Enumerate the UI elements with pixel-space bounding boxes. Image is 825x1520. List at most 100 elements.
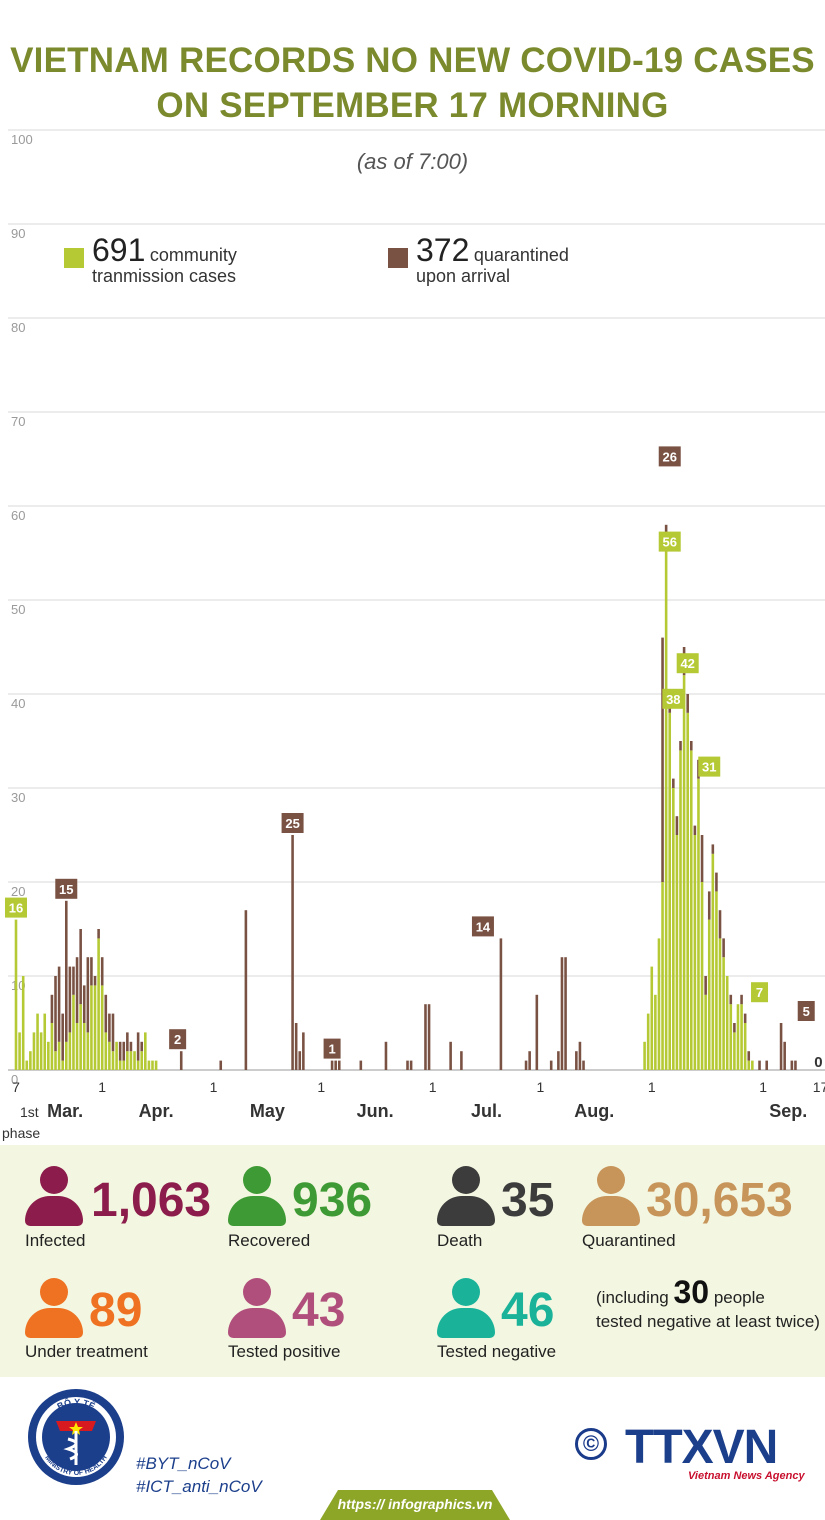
annotation-label-10: 31: [702, 760, 716, 775]
bar-arrival-21: [90, 957, 93, 986]
annotation-label-4: 1: [328, 1042, 335, 1057]
bar-arrival-109: [406, 1060, 409, 1070]
bar-arrival-156: [575, 1051, 578, 1070]
annotation-box-2: [169, 1029, 187, 1050]
annotation-label-12: 5: [803, 1004, 810, 1019]
bar-community-199: [729, 1004, 733, 1070]
bar-arrival-124: [460, 1051, 463, 1070]
y-tick-label-10: 10: [11, 978, 25, 993]
bar-arrival-35: [140, 1041, 144, 1052]
bar-community-25: [104, 1032, 108, 1070]
bar-arrival-15: [68, 966, 72, 1033]
bar-arrival-183: [672, 778, 675, 788]
stat-recovered-value: 936: [292, 1174, 373, 1227]
bar-arrival-57: [219, 1060, 223, 1070]
bar-community-34: [136, 1060, 140, 1070]
stat-recovered-label: Recovered: [228, 1231, 311, 1250]
bar-community-39: [154, 1060, 158, 1070]
bar-community-2: [21, 976, 25, 1070]
bar-arrival-204: [747, 1051, 751, 1061]
bar-arrival-143: [528, 1051, 531, 1070]
bar-community-201: [736, 1004, 740, 1070]
bar-community-30: [122, 1060, 126, 1070]
x-tick-label-8: 17: [813, 1079, 825, 1095]
bar-community-187: [686, 712, 689, 1070]
bar-community-11: [54, 1051, 57, 1070]
annotation-box-7: [658, 531, 681, 552]
bar-community-18: [79, 1004, 82, 1070]
month-label-1: Apr.: [139, 1101, 174, 1121]
website-link[interactable]: https:// infographics.vn: [337, 1496, 493, 1512]
bar-arrival-152: [560, 957, 564, 1070]
bar-arrival-203: [743, 1013, 747, 1023]
bar-arrival-17: [75, 957, 79, 1023]
bar-community-192: [704, 994, 707, 1070]
bar-arrival-110: [409, 1060, 413, 1070]
month-label-6: Sep.: [769, 1101, 807, 1121]
legend-arrival-count: 372: [416, 232, 470, 268]
bar-arrival-23: [97, 929, 100, 939]
bar-arrival-78: [294, 1023, 298, 1070]
bar-arrival-180: [661, 637, 664, 882]
annotation-label-8: 38: [666, 692, 680, 707]
hashtag-ict[interactable]: #ICT_anti_nCoV: [136, 1477, 262, 1496]
bar-community-177: [650, 966, 654, 1070]
bar-community-185: [679, 750, 682, 1070]
bar-community-183: [672, 788, 675, 1070]
bar-arrival-153: [564, 957, 567, 1070]
stat-under-treatment-label: Under treatment: [25, 1342, 148, 1361]
bar-arrival-24: [100, 957, 104, 986]
month-label-2: May: [250, 1101, 285, 1121]
bar-arrival-29: [118, 1041, 122, 1061]
bar-community-33: [133, 1051, 136, 1070]
annotation-box-5: [471, 916, 494, 937]
bar-community-26: [108, 1041, 111, 1070]
bar-community-6: [36, 1013, 39, 1070]
x-tick-label-4: 1: [429, 1079, 437, 1095]
annotation-box-4: [323, 1038, 341, 1059]
bar-arrival-96: [359, 1060, 363, 1070]
annotation-box-3: [281, 813, 304, 833]
bar-arrival-31: [126, 1032, 129, 1052]
annotation-zero: 0: [814, 1054, 822, 1071]
bar-community-190: [697, 778, 700, 1070]
bar-community-1: [18, 1032, 21, 1070]
y-tick-label-50: 50: [11, 602, 25, 617]
bar-arrival-214: [783, 1041, 786, 1070]
stat-death-label: Death: [437, 1231, 483, 1250]
stat-tested-positive-value: 43: [292, 1284, 346, 1337]
bar-arrival-27: [111, 1013, 115, 1052]
x-tick-label-1: 1: [98, 1079, 106, 1095]
person-icon: [25, 1166, 83, 1226]
bar-arrival-25: [104, 994, 108, 1033]
bar-arrival-202: [740, 994, 743, 1005]
bar-community-198: [725, 976, 729, 1070]
person-icon: [437, 1166, 495, 1226]
bar-community-36: [144, 1032, 147, 1070]
bar-arrival-192: [704, 976, 707, 995]
annotation-label-2: 2: [174, 1032, 181, 1047]
bar-community-188: [689, 750, 693, 1070]
annotation-label-3: 25: [285, 816, 299, 831]
bar-arrival-30: [122, 1041, 126, 1061]
ttxvn-logo: TTXVN: [625, 1421, 778, 1474]
bar-community-180: [661, 882, 664, 1070]
bar-arrival-151: [557, 1051, 560, 1070]
person-icon: [437, 1278, 495, 1338]
bar-community-0: [14, 919, 18, 1070]
bar-arrival-191: [700, 835, 704, 882]
annotation-label-1: 15: [59, 882, 73, 897]
bar-community-15: [68, 1032, 72, 1070]
hashtag-byt[interactable]: #BYT_nCoV: [136, 1454, 231, 1473]
bar-community-196: [718, 938, 722, 1070]
x-tick-label-5: 1: [537, 1079, 545, 1095]
bar-arrival-196: [718, 910, 722, 939]
bar-arrival-200: [733, 1023, 736, 1033]
bar-community-19: [82, 1023, 86, 1070]
svg-text:BỘ Y TẾ: BỘ Y TẾ: [55, 1396, 96, 1411]
month-label-4: Jul.: [471, 1101, 502, 1121]
bar-arrival-142: [524, 1060, 528, 1070]
stat-under-treatment-value: 89: [89, 1284, 143, 1337]
bar-arrival-16: [72, 966, 75, 995]
bar-community-186: [682, 675, 686, 1070]
